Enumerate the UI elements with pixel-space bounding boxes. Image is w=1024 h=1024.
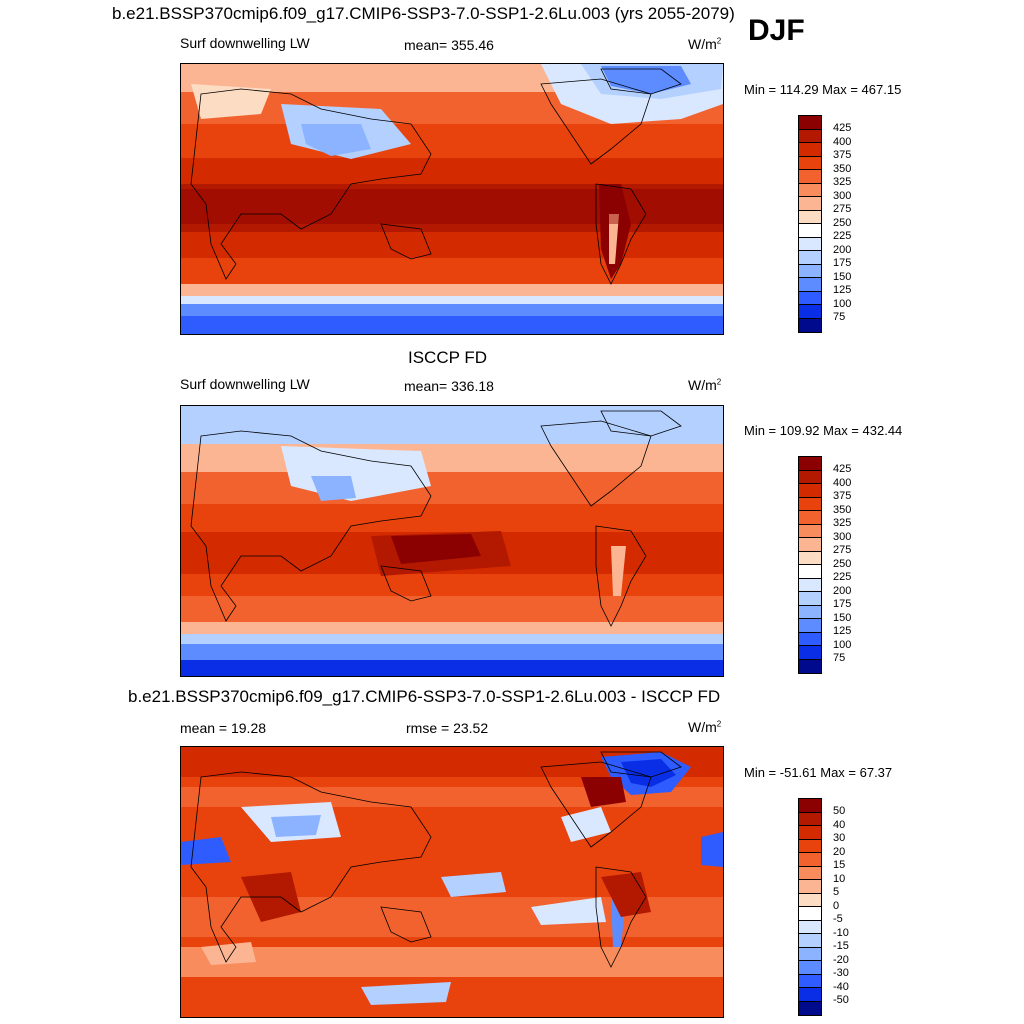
panel2-cbar-label: 275 [833,544,852,556]
panel2-cbar-label: 150 [833,611,852,624]
panel3-mean-label: mean = 19.28 [180,720,267,736]
panel3-cbar-label: -10 [833,926,849,939]
panel2-cbar-label: 350 [833,503,852,516]
panel2-title: ISCCP FD [408,348,488,367]
season-label: DJF [748,14,805,47]
panel2-map [180,405,724,677]
panel3-title: b.e21.BSSP370cmip6.f09_g17.CMIP6-SSP3-7.… [128,687,721,706]
panel2-minmax: Min = 109.92 Max = 432.44 [744,423,903,438]
panel2-colorbar-swatches [798,456,822,674]
panel2-cbar-label: 250 [833,557,852,570]
panel1-cbar-label: 300 [833,189,852,202]
panel1-cbar-label: 325 [833,176,852,188]
panel1-units: W/m2 [688,36,722,52]
panel3-colorbar-swatches [798,798,822,1016]
panel3-cbar-label: 15 [833,859,846,871]
panel1-map [180,63,724,335]
panel3-cbar-label: 5 [833,886,840,898]
panel2-cbar-label: 325 [833,517,852,529]
panel3-cbar-label: -5 [833,913,843,925]
panel2-cbar-label: 175 [833,598,852,610]
panel2-variable-label: Surf downwelling LW [180,376,310,392]
panel3-minmax: Min = -51.61 Max = 67.37 [744,765,893,780]
panel3-cbar-label: 0 [833,899,840,912]
panel1-cbar-label: 200 [833,243,852,256]
panel3-cbar-label: -40 [833,980,849,993]
panel2-cbar-label: 125 [833,625,852,637]
panel3-cbar-label: 50 [833,805,846,817]
panel3-map [180,746,724,1018]
panel1-cbar-label: 225 [833,230,852,242]
panel1-cbar-label: 125 [833,284,852,296]
panel2-cbar-label: 225 [833,571,852,583]
panel2-units: W/m2 [688,377,722,393]
panel2-cbar-label: 100 [833,638,852,651]
panel2-mean-label: mean= 336.18 [404,378,494,394]
panel1-cbar-label: 100 [833,297,852,310]
panel1-title: b.e21.BSSP370cmip6.f09_g17.CMIP6-SSP3-7.… [112,4,735,23]
panel3-cbar-label: 20 [833,845,846,858]
panel1-cbar-label: 150 [833,270,852,283]
panel3-cbar-label: 40 [833,818,846,831]
panel1-cbar-label: 250 [833,216,852,229]
panel1-cbar-label: 400 [833,135,852,148]
panel1-minmax: Min = 114.29 Max = 467.15 [744,82,902,97]
panel1-cbar-label: 75 [833,311,846,323]
panel3-rmse-label: rmse = 23.52 [406,720,489,736]
panel1-mean-label: mean= 355.46 [404,37,494,53]
panel1-cbar-label: 350 [833,162,852,175]
panel3-cbar-label: 30 [833,832,846,844]
panel3-cbar-label: 10 [833,872,846,885]
panel1-variable-label: Surf downwelling LW [180,35,310,51]
panel2-cbar-label: 425 [833,463,852,475]
panel2-cbar-label: 300 [833,530,852,543]
panel3-cbar-label: -20 [833,953,849,966]
panel3-units: W/m2 [688,719,722,735]
panel1-cbar-label: 175 [833,257,852,269]
panel3-cbar-label: -30 [833,967,849,979]
panel3-cbar-label: -50 [833,994,849,1006]
panel1-cbar-label: 375 [833,149,852,161]
panel1-cbar-label: 275 [833,203,852,215]
panel2-cbar-label: 400 [833,476,852,489]
panel1-colorbar-swatches [798,115,822,333]
panel1-cbar-label: 425 [833,122,852,134]
panel2-cbar-label: 75 [833,652,846,664]
panel2-cbar-label: 375 [833,490,852,502]
panel3-cbar-label: -15 [833,940,849,952]
panel2-cbar-label: 200 [833,584,852,597]
